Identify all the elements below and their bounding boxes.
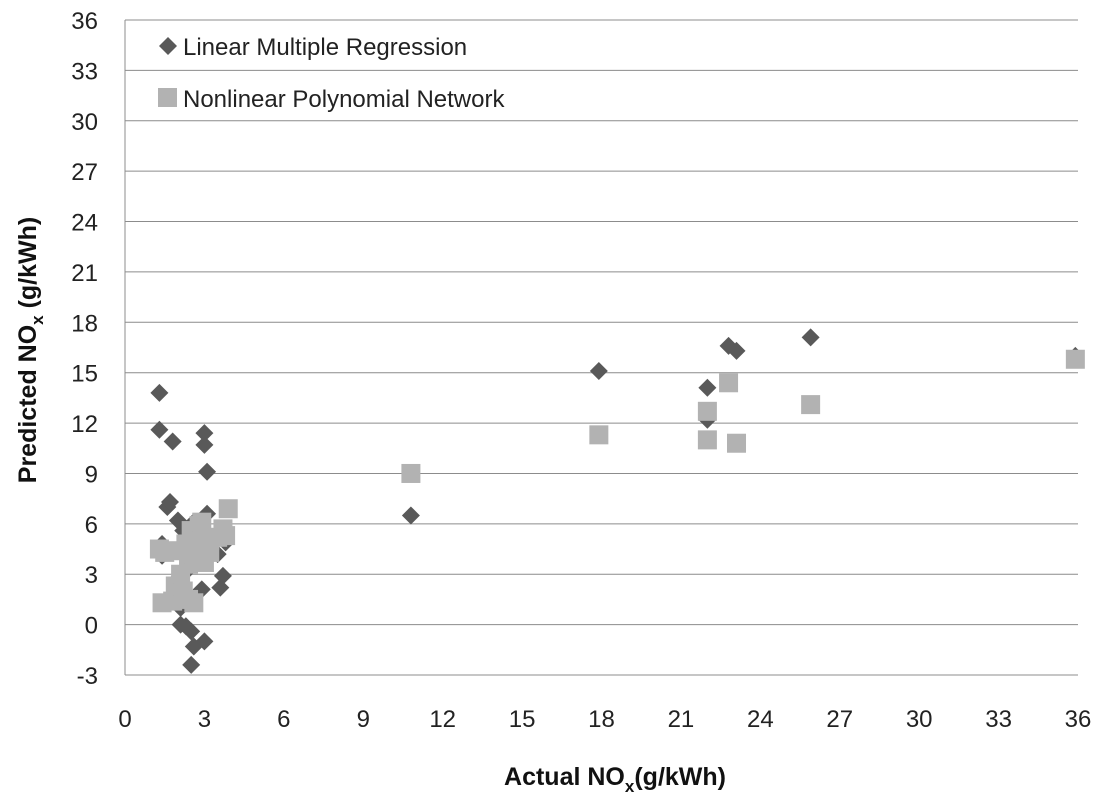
x-tick-label: 12 (429, 706, 456, 733)
y-tick-label: 21 (71, 260, 98, 287)
series-polynomial-network (149, 349, 1085, 613)
data-point-diamond (727, 341, 746, 360)
x-axis-title-unit: (g/kWh) (634, 763, 726, 791)
data-point-square (801, 395, 821, 415)
x-tick-label: 24 (747, 706, 774, 733)
y-tick-label: 30 (71, 109, 98, 136)
x-tick-label: 0 (118, 706, 131, 733)
y-axis-title-main: Predicted NO (14, 325, 42, 483)
data-point-diamond (198, 462, 217, 481)
x-tick-label: 21 (668, 706, 695, 733)
data-point-diamond (698, 378, 717, 397)
y-tick-label: -3 (77, 663, 98, 690)
x-tick-label: 36 (1065, 706, 1092, 733)
x-tick-label: 3 (198, 706, 211, 733)
data-point-diamond (589, 362, 608, 381)
data-point-diamond (213, 566, 232, 585)
data-point-square (589, 425, 609, 445)
data-point-square (401, 463, 421, 483)
legend: Linear Multiple Regression Nonlinear Pol… (158, 34, 505, 113)
data-point-square (179, 589, 199, 609)
y-axis-title-subscript: x (28, 315, 47, 325)
data-point-diamond (163, 432, 182, 451)
data-point-square (727, 433, 747, 453)
y-tick-label: 36 (71, 8, 98, 35)
y-tick-label: 6 (85, 512, 98, 539)
x-axis-title-main: Actual NO (504, 763, 625, 791)
x-tick-label: 30 (906, 706, 933, 733)
y-tick-label: 18 (71, 310, 98, 337)
data-point-diamond (161, 493, 180, 512)
y-tick-label: 0 (85, 613, 98, 640)
x-tick-label: 33 (985, 706, 1012, 733)
data-point-square (697, 430, 717, 450)
x-tick-label: 6 (277, 706, 290, 733)
series-linear-regression (150, 328, 1085, 674)
data-point-diamond (150, 383, 169, 402)
data-point-diamond (182, 622, 201, 641)
x-axis-title-subscript: x (625, 777, 635, 795)
y-axis-title-unit: (g/kWh) (14, 217, 42, 316)
y-tick-label: 12 (71, 411, 98, 438)
data-point-square (719, 373, 739, 393)
x-tick-label: 27 (826, 706, 853, 733)
data-point-diamond (801, 328, 820, 347)
data-point-diamond (182, 655, 201, 674)
legend-square-marker (158, 88, 177, 107)
legend-label-nonlinear: Nonlinear Polynomial Network (183, 86, 505, 113)
y-tick-label: 3 (85, 562, 98, 589)
data-point-square (1065, 349, 1085, 369)
data-point-square (697, 401, 717, 421)
x-axis-title: Actual NOx(g/kWh) (504, 763, 726, 795)
y-tick-label: 33 (71, 58, 98, 85)
legend-diamond-marker (159, 37, 177, 55)
y-tick-label: 15 (71, 361, 98, 388)
y-tick-label: 27 (71, 159, 98, 186)
x-axis-tick-labels: 0 3 6 9 12 15 18 21 24 27 30 33 36 (118, 706, 1091, 733)
x-tick-label: 15 (509, 706, 536, 733)
data-point-diamond (401, 506, 420, 525)
data-point-square (218, 499, 238, 519)
x-tick-label: 9 (357, 706, 370, 733)
data-point-diamond (195, 632, 214, 651)
data-point-diamond (195, 424, 214, 443)
gridlines (125, 19, 1078, 676)
data-point-diamond (195, 435, 214, 454)
x-tick-label: 18 (588, 706, 615, 733)
data-series (149, 328, 1085, 674)
y-tick-label: 24 (71, 210, 98, 237)
legend-label-linear: Linear Multiple Regression (183, 34, 467, 61)
data-point-diamond (150, 420, 169, 439)
y-tick-label: 9 (85, 461, 98, 488)
data-point-square (192, 512, 212, 532)
data-point-square (216, 526, 236, 546)
data-point-diamond (211, 578, 230, 597)
y-axis-title: Predicted NOx (g/kWh) (14, 217, 47, 483)
